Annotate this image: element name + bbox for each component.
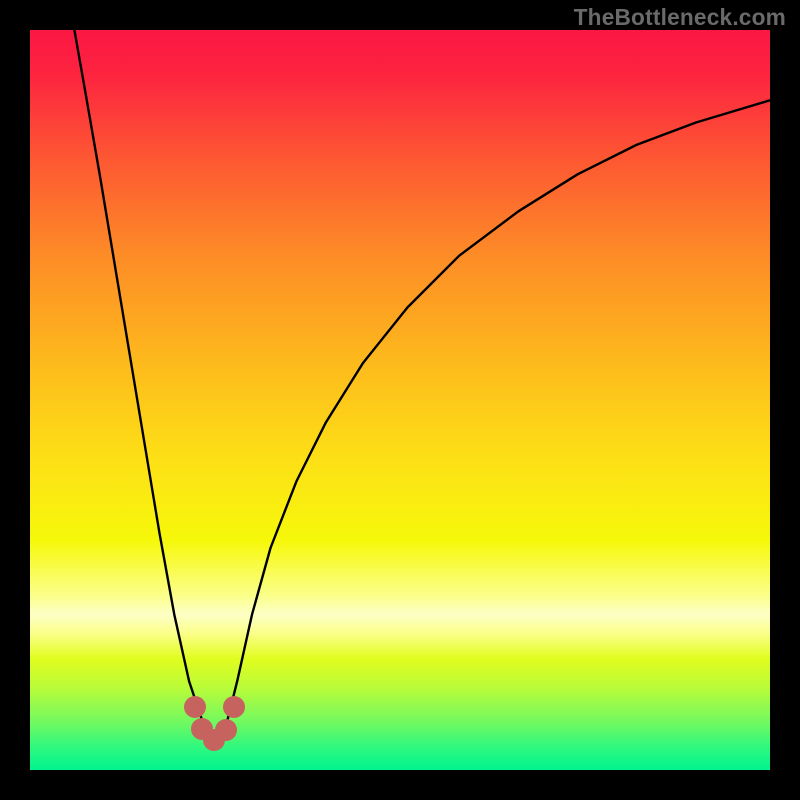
bottleneck-curve [30,30,770,770]
plot-area [30,30,770,770]
watermark-text: TheBottleneck.com [574,4,786,31]
curve-marker [215,719,237,741]
curve-marker [184,696,206,718]
curve-marker [223,696,245,718]
